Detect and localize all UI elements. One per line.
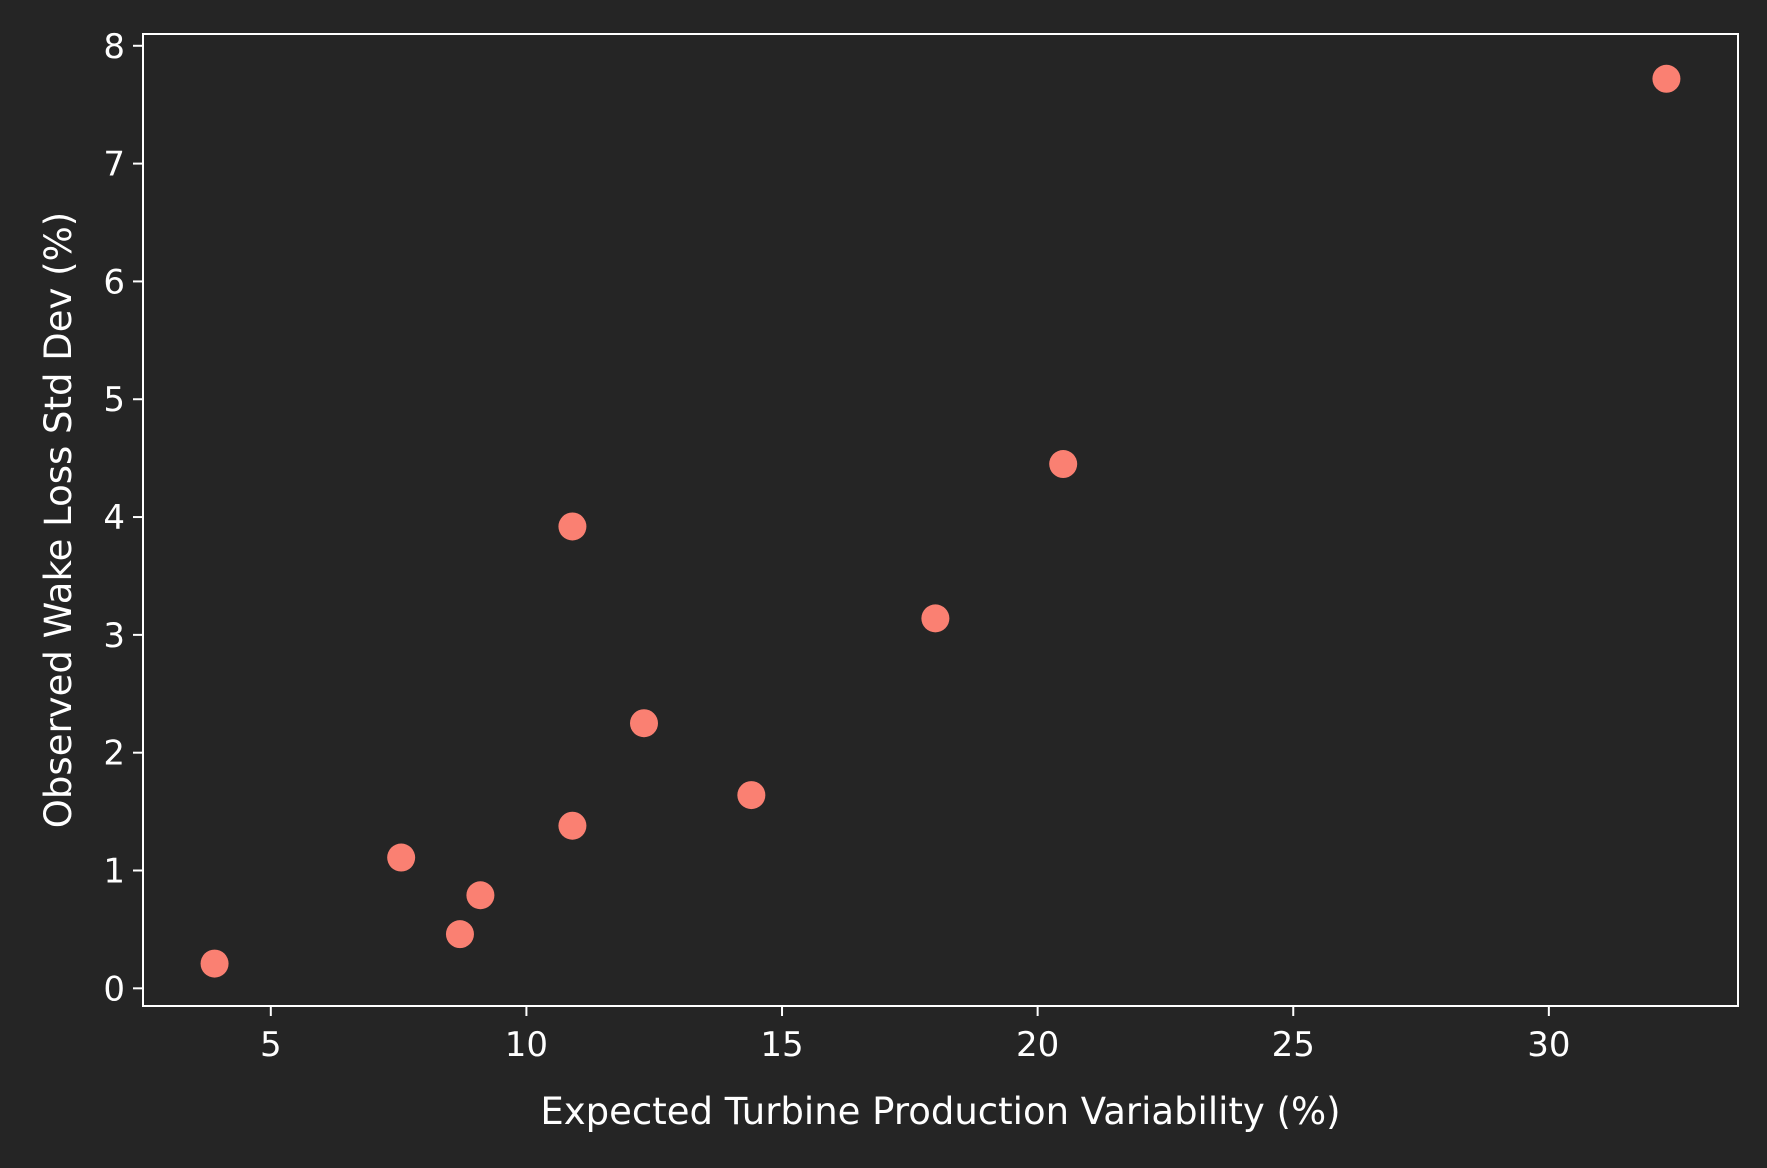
scatter-point [445, 920, 474, 949]
scatter-point [200, 949, 229, 978]
y-tick-label: 6 [103, 262, 125, 302]
scatter-point [558, 512, 587, 541]
scatter-point [387, 843, 416, 872]
plot-frame-layer [142, 33, 1739, 1007]
x-tick-label: 15 [760, 1025, 803, 1065]
ticks-layer: 5 10 15 20 25 30 0 1 2 3 4 5 6 7 8 [103, 27, 1570, 1065]
x-tick-label: 10 [505, 1025, 548, 1065]
scatter-point [466, 881, 495, 910]
y-tick-label: 7 [103, 145, 125, 185]
scatter-point [1049, 450, 1078, 479]
x-tick-label: 5 [260, 1025, 282, 1065]
y-tick-label: 3 [103, 616, 125, 656]
y-tick-label: 0 [103, 969, 125, 1009]
y-tick-label: 5 [103, 380, 125, 420]
y-tick-label: 1 [103, 852, 125, 892]
x-axis-label: Expected Turbine Production Variability … [540, 1090, 1340, 1133]
scatter-point [1652, 64, 1681, 93]
x-tick-label: 25 [1272, 1025, 1315, 1065]
y-tick-label: 8 [103, 27, 125, 67]
x-tick-label: 30 [1527, 1025, 1570, 1065]
plot-area-frame [142, 33, 1739, 1007]
scatter-point [558, 811, 587, 840]
y-axis-label: Observed Wake Loss Std Dev (%) [37, 212, 80, 828]
scatter-point [629, 709, 658, 738]
scatter-point [737, 781, 766, 810]
points-layer [200, 64, 1681, 978]
x-tick-label: 20 [1016, 1025, 1059, 1065]
y-tick-label: 2 [103, 734, 125, 774]
y-tick-label: 4 [103, 498, 125, 538]
scatter-point [921, 604, 950, 633]
